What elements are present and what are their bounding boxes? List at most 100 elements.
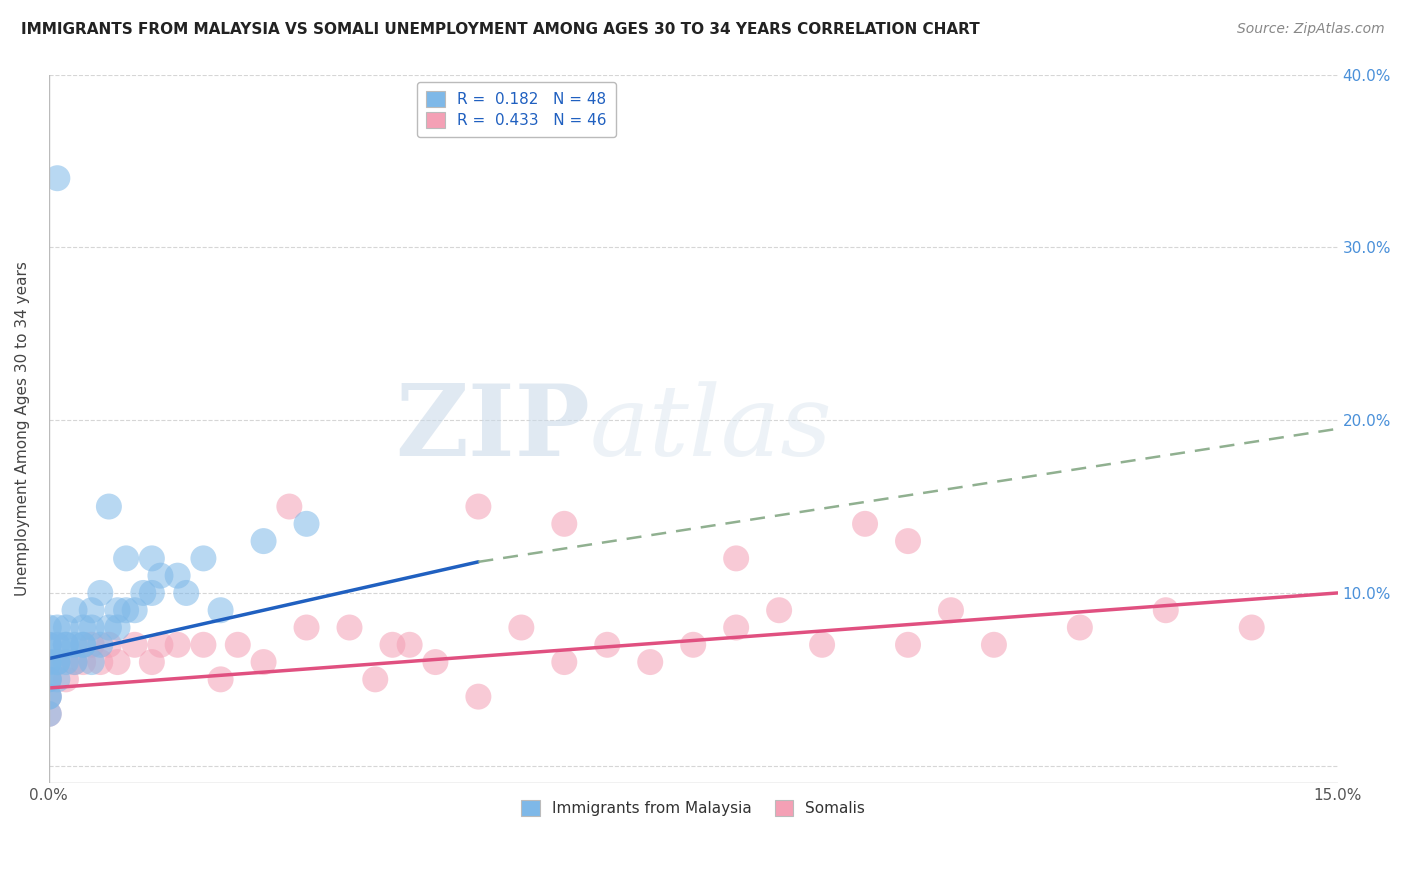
- Point: [174, 586, 197, 600]
- Point: [166, 568, 188, 582]
- Point: [339, 620, 361, 634]
- Point: [725, 551, 748, 566]
- Point: [398, 638, 420, 652]
- Point: [149, 568, 172, 582]
- Point: [596, 638, 619, 652]
- Text: ZIP: ZIP: [395, 380, 591, 477]
- Point: [80, 620, 103, 634]
- Point: [38, 655, 60, 669]
- Point: [72, 638, 94, 652]
- Point: [80, 655, 103, 669]
- Point: [46, 638, 69, 652]
- Point: [63, 638, 86, 652]
- Text: atlas: atlas: [591, 381, 832, 476]
- Point: [55, 638, 77, 652]
- Point: [1154, 603, 1177, 617]
- Point: [124, 638, 146, 652]
- Point: [89, 638, 111, 652]
- Point: [381, 638, 404, 652]
- Point: [107, 603, 129, 617]
- Point: [983, 638, 1005, 652]
- Point: [897, 638, 920, 652]
- Point: [193, 638, 215, 652]
- Point: [72, 638, 94, 652]
- Point: [72, 620, 94, 634]
- Point: [149, 638, 172, 652]
- Point: [55, 655, 77, 669]
- Point: [897, 534, 920, 549]
- Y-axis label: Unemployment Among Ages 30 to 34 years: Unemployment Among Ages 30 to 34 years: [15, 261, 30, 596]
- Point: [141, 586, 163, 600]
- Point: [252, 655, 274, 669]
- Point: [510, 620, 533, 634]
- Point: [55, 673, 77, 687]
- Point: [63, 603, 86, 617]
- Point: [38, 673, 60, 687]
- Point: [38, 706, 60, 721]
- Point: [252, 534, 274, 549]
- Point: [63, 655, 86, 669]
- Point: [725, 620, 748, 634]
- Point: [682, 638, 704, 652]
- Point: [38, 638, 60, 652]
- Point: [38, 690, 60, 704]
- Point: [97, 500, 120, 514]
- Point: [115, 551, 138, 566]
- Point: [38, 690, 60, 704]
- Point: [226, 638, 249, 652]
- Point: [425, 655, 447, 669]
- Point: [38, 620, 60, 634]
- Point: [46, 171, 69, 186]
- Point: [89, 586, 111, 600]
- Point: [132, 586, 155, 600]
- Point: [811, 638, 834, 652]
- Point: [1069, 620, 1091, 634]
- Point: [209, 603, 232, 617]
- Point: [38, 673, 60, 687]
- Point: [38, 638, 60, 652]
- Point: [80, 603, 103, 617]
- Point: [63, 655, 86, 669]
- Point: [107, 620, 129, 634]
- Text: IMMIGRANTS FROM MALAYSIA VS SOMALI UNEMPLOYMENT AMONG AGES 30 TO 34 YEARS CORREL: IMMIGRANTS FROM MALAYSIA VS SOMALI UNEMP…: [21, 22, 980, 37]
- Point: [46, 673, 69, 687]
- Point: [38, 655, 60, 669]
- Point: [553, 516, 575, 531]
- Point: [80, 638, 103, 652]
- Point: [939, 603, 962, 617]
- Point: [364, 673, 387, 687]
- Point: [124, 603, 146, 617]
- Point: [209, 673, 232, 687]
- Point: [768, 603, 790, 617]
- Point: [97, 620, 120, 634]
- Point: [853, 516, 876, 531]
- Point: [115, 603, 138, 617]
- Point: [638, 655, 661, 669]
- Point: [278, 500, 301, 514]
- Point: [295, 516, 318, 531]
- Point: [553, 655, 575, 669]
- Point: [38, 673, 60, 687]
- Point: [193, 551, 215, 566]
- Point: [89, 655, 111, 669]
- Point: [38, 690, 60, 704]
- Point: [46, 655, 69, 669]
- Point: [1240, 620, 1263, 634]
- Point: [166, 638, 188, 652]
- Point: [107, 655, 129, 669]
- Point: [72, 655, 94, 669]
- Point: [55, 620, 77, 634]
- Point: [46, 655, 69, 669]
- Legend: Immigrants from Malaysia, Somalis: Immigrants from Malaysia, Somalis: [512, 790, 875, 825]
- Point: [38, 706, 60, 721]
- Text: Source: ZipAtlas.com: Source: ZipAtlas.com: [1237, 22, 1385, 37]
- Point: [141, 551, 163, 566]
- Point: [467, 690, 489, 704]
- Point: [55, 638, 77, 652]
- Point: [295, 620, 318, 634]
- Point: [141, 655, 163, 669]
- Point: [46, 655, 69, 669]
- Point: [46, 620, 69, 634]
- Point: [97, 638, 120, 652]
- Point: [467, 500, 489, 514]
